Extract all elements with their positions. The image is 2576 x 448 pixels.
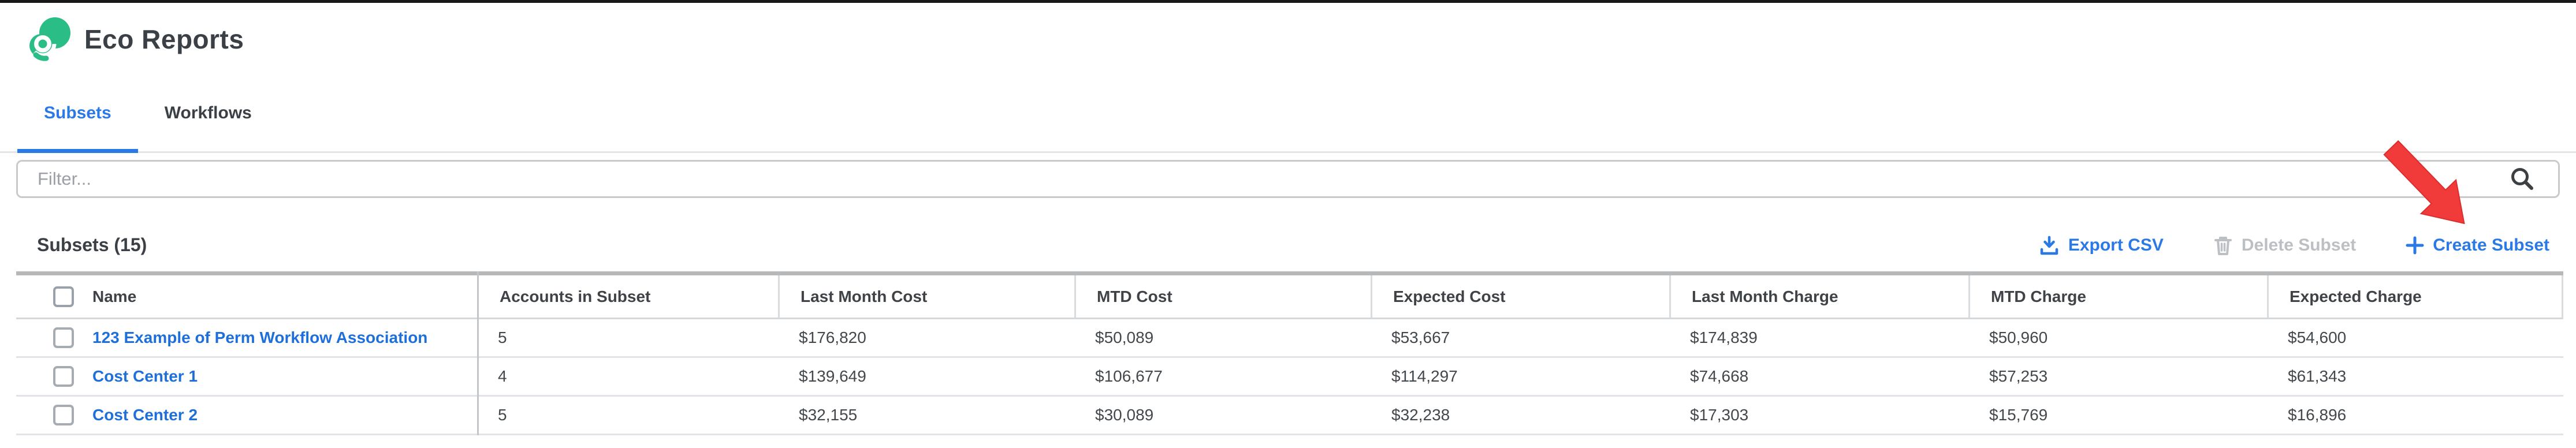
export-csv-button[interactable]: Export CSV bbox=[2039, 235, 2164, 256]
header-name-label[interactable]: Name bbox=[92, 287, 137, 305]
tab-workflows[interactable]: Workflows bbox=[138, 75, 278, 151]
cell-last-month-cost: $139,649 bbox=[799, 367, 866, 385]
row-checkbox[interactable] bbox=[53, 405, 74, 425]
filter-bar bbox=[16, 160, 2560, 198]
cell-name: 123 Example of Perm Workflow Association bbox=[16, 319, 477, 356]
cell-expected-charge: $61,343 bbox=[2288, 367, 2347, 385]
header-expected-charge[interactable]: Expected Charge bbox=[2267, 275, 2563, 318]
table-row: Cost Center 1 4 $139,649 $106,677 $114,2… bbox=[16, 358, 2563, 397]
tab-subsets-label: Subsets bbox=[44, 103, 111, 122]
eco-logo-icon bbox=[29, 17, 70, 61]
cell-expected-cost: $114,297 bbox=[1391, 367, 1458, 385]
header-mtd-cost[interactable]: MTD Cost bbox=[1074, 275, 1371, 318]
cell-expected-cost: $53,667 bbox=[1391, 328, 1450, 346]
cell-accounts: 5 bbox=[498, 406, 507, 424]
trash-icon bbox=[2214, 236, 2232, 255]
create-subset-button[interactable]: Create Subset bbox=[2406, 236, 2549, 255]
tab-subsets[interactable]: Subsets bbox=[17, 75, 138, 153]
cell-last-month-cost: $32,155 bbox=[799, 406, 858, 424]
tab-bar: Subsets Workflows bbox=[0, 75, 2576, 153]
cell-expected-cost: $32,238 bbox=[1391, 406, 1450, 424]
table-toolbar: Subsets (15) Export CSV Delete Subset Cr… bbox=[0, 221, 2576, 270]
subset-link[interactable]: Cost Center 1 bbox=[92, 367, 198, 385]
header-last-month-cost[interactable]: Last Month Cost bbox=[778, 275, 1074, 318]
subsets-count-title: Subsets (15) bbox=[37, 234, 147, 255]
tab-workflows-label: Workflows bbox=[164, 103, 252, 122]
header-name: Name bbox=[16, 275, 477, 318]
export-csv-label: Export CSV bbox=[2068, 235, 2164, 255]
subset-link[interactable]: Cost Center 2 bbox=[92, 406, 198, 424]
table-row: 123 Example of Perm Workflow Association… bbox=[16, 319, 2563, 358]
header-expected-cost[interactable]: Expected Cost bbox=[1371, 275, 1669, 318]
window-top-edge bbox=[0, 0, 2576, 3]
header-last-month-charge[interactable]: Last Month Charge bbox=[1669, 275, 1968, 318]
cell-last-month-cost: $176,820 bbox=[799, 328, 866, 346]
table-header-row: Name Accounts in Subset Last Month Cost … bbox=[16, 275, 2563, 319]
table-row: Cost Center 2 5 $32,155 $30,089 $32,238 … bbox=[16, 397, 2563, 435]
cell-last-month-charge: $174,839 bbox=[1690, 328, 1758, 346]
toolbar-actions: Export CSV Delete Subset Create Subset bbox=[2039, 235, 2549, 256]
cell-mtd-charge: $57,253 bbox=[1989, 367, 2048, 385]
name-column-divider bbox=[477, 271, 479, 435]
search-icon[interactable] bbox=[2509, 166, 2536, 192]
delete-subset-button[interactable]: Delete Subset bbox=[2213, 235, 2356, 256]
subsets-table: Name Accounts in Subset Last Month Cost … bbox=[16, 271, 2563, 435]
create-subset-label: Create Subset bbox=[2433, 235, 2549, 255]
filter-input[interactable] bbox=[16, 160, 2560, 198]
cell-mtd-charge: $50,960 bbox=[1989, 328, 2048, 346]
plus-icon bbox=[2406, 236, 2424, 254]
cell-mtd-cost: $106,677 bbox=[1095, 367, 1163, 385]
subset-link[interactable]: 123 Example of Perm Workflow Association bbox=[92, 328, 428, 346]
cell-name: Cost Center 1 bbox=[16, 358, 477, 395]
row-checkbox[interactable] bbox=[53, 327, 74, 348]
cell-last-month-charge: $17,303 bbox=[1690, 406, 1749, 424]
cell-last-month-charge: $74,668 bbox=[1690, 367, 1749, 385]
header-accounts-in-subset[interactable]: Accounts in Subset bbox=[477, 275, 778, 318]
download-icon bbox=[2040, 236, 2058, 255]
cell-accounts: 5 bbox=[498, 328, 507, 346]
header-mtd-charge[interactable]: MTD Charge bbox=[1968, 275, 2267, 318]
app-header: Eco Reports bbox=[0, 3, 2576, 75]
cell-accounts: 4 bbox=[498, 367, 507, 385]
row-checkbox[interactable] bbox=[53, 366, 74, 387]
page-title: Eco Reports bbox=[84, 24, 244, 54]
select-all-checkbox[interactable] bbox=[53, 286, 74, 307]
cell-name: Cost Center 2 bbox=[16, 397, 477, 434]
cell-mtd-charge: $15,769 bbox=[1989, 406, 2048, 424]
cell-expected-charge: $16,896 bbox=[2288, 406, 2347, 424]
cell-mtd-cost: $50,089 bbox=[1095, 328, 1154, 346]
delete-subset-label: Delete Subset bbox=[2241, 235, 2357, 255]
cell-expected-charge: $54,600 bbox=[2288, 328, 2347, 346]
cell-mtd-cost: $30,089 bbox=[1095, 406, 1154, 424]
